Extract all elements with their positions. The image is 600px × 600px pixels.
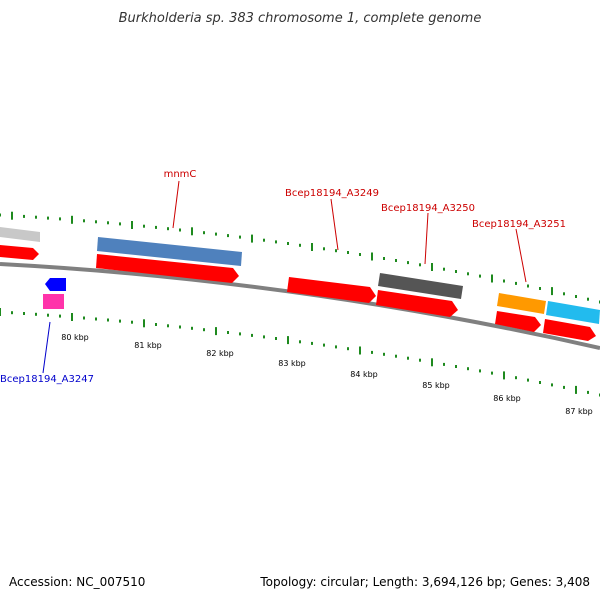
cds-arrow[interactable] — [0, 245, 39, 260]
gene-bar-mnmc[interactable] — [97, 237, 242, 266]
small-gene-blue[interactable] — [45, 278, 66, 291]
genome-summary: Topology: circular; Length: 3,694,126 bp… — [259, 575, 590, 589]
ruler-label: 83 kbp — [278, 359, 306, 368]
cds-arrow-a3250[interactable] — [376, 290, 458, 317]
ruler-label: 82 kbp — [206, 349, 234, 358]
gene-label-mnmc[interactable]: mnmC — [164, 169, 197, 180]
small-gene-pink[interactable] — [43, 294, 64, 309]
leader-a3249 — [330, 198, 339, 251]
leader-a3251 — [515, 228, 527, 283]
leader-mnmc — [172, 180, 180, 229]
accession-info: Accession: NC_007510 — [9, 575, 145, 589]
ruler-label: 86 kbp — [493, 394, 521, 403]
gene-bar-grey[interactable] — [0, 227, 40, 242]
gene-bar-a3251[interactable] — [497, 293, 546, 314]
ruler-label: 81 kbp — [134, 341, 162, 350]
cds-arrow-a3249[interactable] — [287, 277, 376, 303]
upper-tick-track — [0, 211, 600, 304]
label-leader-lines — [42, 180, 527, 374]
map-title: Burkholderia sp. 383 chromosome 1, compl… — [119, 11, 482, 26]
gene-label-a3247[interactable]: Bcep18194_A3247 — [0, 374, 94, 385]
cds-arrow-right[interactable] — [543, 319, 596, 341]
ruler-label: 87 kbp — [565, 407, 593, 416]
lower-tick-track — [0, 308, 600, 397]
ruler-labels: 80 kbp 81 kbp 82 kbp 83 kbp 84 kbp 85 kb… — [61, 333, 593, 416]
leader-a3247 — [42, 321, 51, 374]
gene-labels: mnmC Bcep18194_A3249 Bcep18194_A3250 Bce… — [0, 169, 566, 385]
gene-label-a3249[interactable]: Bcep18194_A3249 — [285, 188, 379, 199]
ruler-label: 80 kbp — [61, 333, 89, 342]
gene-features — [0, 227, 600, 341]
gene-label-a3251[interactable]: Bcep18194_A3251 — [472, 219, 566, 230]
gene-bar-a3250[interactable] — [378, 273, 463, 299]
gene-label-a3250[interactable]: Bcep18194_A3250 — [381, 203, 475, 214]
cds-arrow-mnmc[interactable] — [96, 254, 239, 283]
cds-arrow-a3251[interactable] — [495, 311, 541, 332]
ruler-label: 85 kbp — [422, 381, 450, 390]
ruler-label: 84 kbp — [350, 370, 378, 379]
gene-bar-skyblue[interactable] — [546, 301, 600, 324]
leader-a3250 — [424, 212, 429, 265]
